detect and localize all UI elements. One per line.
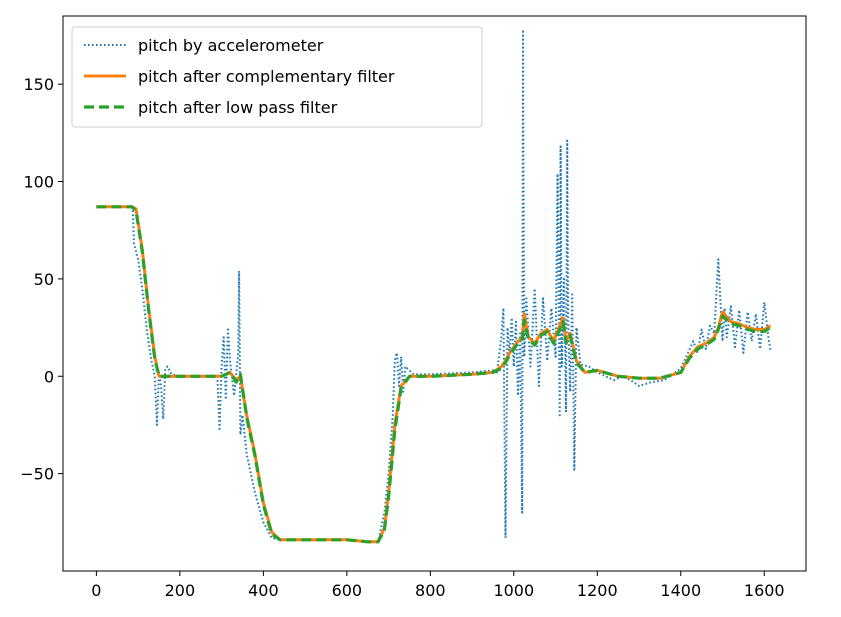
legend-label-3: pitch after low pass filter xyxy=(138,98,338,117)
legend-label-2: pitch after complementary filter xyxy=(138,67,395,86)
legend-box xyxy=(71,26,483,128)
legend: pitch by accelerometer pitch after comple… xyxy=(71,26,483,128)
x-tick-label: 1400 xyxy=(660,581,701,600)
series-line-3 xyxy=(96,205,772,544)
series-group xyxy=(96,28,772,544)
y-tick-label: 100 xyxy=(23,173,54,192)
x-tick-label: 200 xyxy=(165,581,196,600)
y-tick-label: 0 xyxy=(44,367,54,386)
legend-label-1: pitch by accelerometer xyxy=(138,36,324,55)
x-tick-label: 400 xyxy=(248,581,279,600)
x-tick-label: 1600 xyxy=(744,581,785,600)
x-tick-label: 0 xyxy=(91,581,101,600)
axes-frame xyxy=(62,15,807,572)
x-tick-label: 1000 xyxy=(493,581,534,600)
ticks: 0 200 400 600 800 1000 1200 1400 1600 −50 0 50 100 15… xyxy=(20,75,784,600)
x-tick-label: 800 xyxy=(415,581,446,600)
y-tick-label: 50 xyxy=(34,270,54,289)
y-tick-label: 150 xyxy=(23,75,54,94)
series-line-1 xyxy=(96,28,772,543)
y-tick-label: −50 xyxy=(20,465,54,484)
x-tick-label: 600 xyxy=(332,581,363,600)
axes xyxy=(62,15,807,572)
x-tick-label: 1200 xyxy=(577,581,618,600)
series-layer xyxy=(96,28,772,544)
